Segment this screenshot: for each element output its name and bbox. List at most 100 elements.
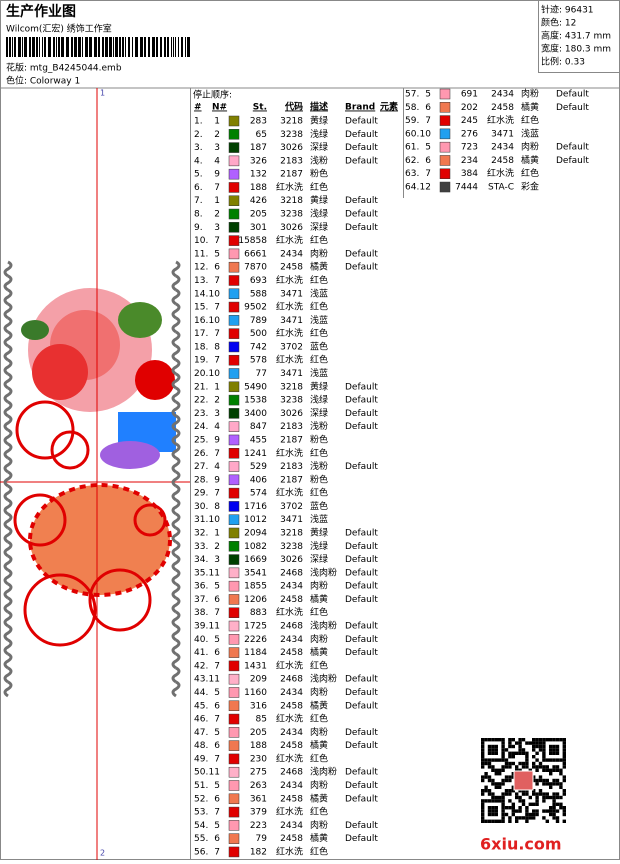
needle: 1: [214, 528, 220, 538]
qr-cell: [535, 802, 539, 806]
qr-cell: [511, 761, 515, 766]
swatch: [228, 248, 240, 260]
column-header: #: [194, 103, 202, 113]
swatch: [228, 474, 240, 486]
needle: 5: [425, 143, 431, 153]
code: 2458: [280, 595, 303, 605]
description: 浅绿: [310, 128, 328, 140]
qr-cell: [491, 738, 495, 742]
qr-cell: [562, 775, 566, 779]
seq: 7.: [194, 196, 203, 206]
bar: [187, 37, 190, 57]
qr-cell: [501, 741, 505, 745]
qr-cell: [521, 789, 526, 793]
qr-cell: [515, 751, 519, 755]
qr-cell: [515, 741, 519, 745]
scroll: [171, 470, 181, 488]
bar: [171, 37, 172, 57]
needle: 6: [214, 834, 220, 844]
swatch: [228, 753, 240, 765]
qr-cell: [542, 755, 546, 759]
seq: 61.: [405, 143, 419, 153]
qr-cell: [562, 789, 566, 793]
description: 肉粉: [521, 141, 539, 153]
qr-cell: [535, 778, 539, 783]
seq: 23.: [194, 409, 208, 419]
barcode: [6, 37, 190, 57]
scroll: [3, 512, 13, 530]
description: 红色: [310, 327, 328, 339]
qr-cell: [521, 799, 526, 803]
bar: [185, 37, 186, 57]
qr-cell: [525, 809, 529, 813]
scroll: [3, 638, 13, 656]
description: 肉粉: [310, 247, 328, 259]
qr-cell: [549, 782, 553, 786]
qr-cell: [501, 819, 505, 823]
scroll: [171, 330, 181, 348]
description: 红色: [310, 234, 328, 246]
qr-cell: [552, 795, 556, 800]
code: 2434: [280, 781, 303, 791]
needle: 2: [214, 210, 220, 220]
swatch: [228, 594, 240, 605]
stitches: 723: [461, 143, 478, 153]
code: 3471: [280, 316, 303, 326]
needle: 5: [214, 781, 220, 791]
swatch: [228, 846, 240, 858]
needle: 6: [214, 263, 220, 273]
needle: 7: [214, 183, 220, 193]
column-header: 代码: [284, 101, 303, 113]
qr-cell: [481, 751, 485, 755]
swatch: [228, 394, 240, 406]
stitches: 588: [250, 289, 267, 299]
qr-cell: [535, 799, 539, 803]
qr-cell: [494, 758, 498, 762]
qr-cell: [484, 772, 488, 776]
qr-cell: [511, 789, 515, 793]
qr-cell: [481, 802, 485, 806]
qr-cell: [528, 802, 532, 806]
scroll: [3, 582, 13, 600]
bar: [128, 37, 130, 57]
bar: [39, 37, 40, 57]
bar: [36, 37, 38, 57]
code: 2468: [280, 622, 303, 632]
swatch: [228, 341, 240, 353]
fish: [28, 483, 172, 597]
qr-cell: [549, 744, 553, 749]
qr-cell: [535, 741, 539, 745]
bar: [71, 37, 73, 57]
qr-cell: [535, 751, 539, 755]
brand: Default: [345, 555, 378, 565]
stitches: 1206: [244, 595, 267, 605]
bar: [113, 37, 114, 57]
description: 蓝色: [310, 500, 328, 512]
qr-cell: [481, 816, 485, 820]
description: 红色: [310, 845, 328, 857]
qr-cell: [521, 802, 526, 806]
qr-cell: [484, 819, 488, 823]
bar: [119, 37, 121, 57]
qr-cell: [518, 809, 522, 813]
code: 2458: [280, 834, 303, 844]
seq: 18.: [194, 342, 208, 352]
bar: [156, 37, 158, 57]
swatch: [228, 168, 240, 180]
needle: 7: [214, 356, 220, 366]
code: 2468: [280, 675, 303, 685]
qr-cell: [501, 782, 505, 786]
qr-cell: [484, 738, 488, 742]
qr-cell: [562, 792, 566, 796]
stitches: 500: [250, 329, 267, 339]
qr-cell: [555, 782, 560, 786]
needle: 11: [209, 768, 220, 778]
bar: [167, 37, 169, 57]
description: 深绿: [310, 553, 328, 565]
description: 深绿: [310, 407, 328, 419]
scroll: [171, 288, 181, 306]
qr-cell: [555, 758, 560, 762]
bar: [82, 37, 83, 57]
seq: 41.: [194, 648, 208, 658]
